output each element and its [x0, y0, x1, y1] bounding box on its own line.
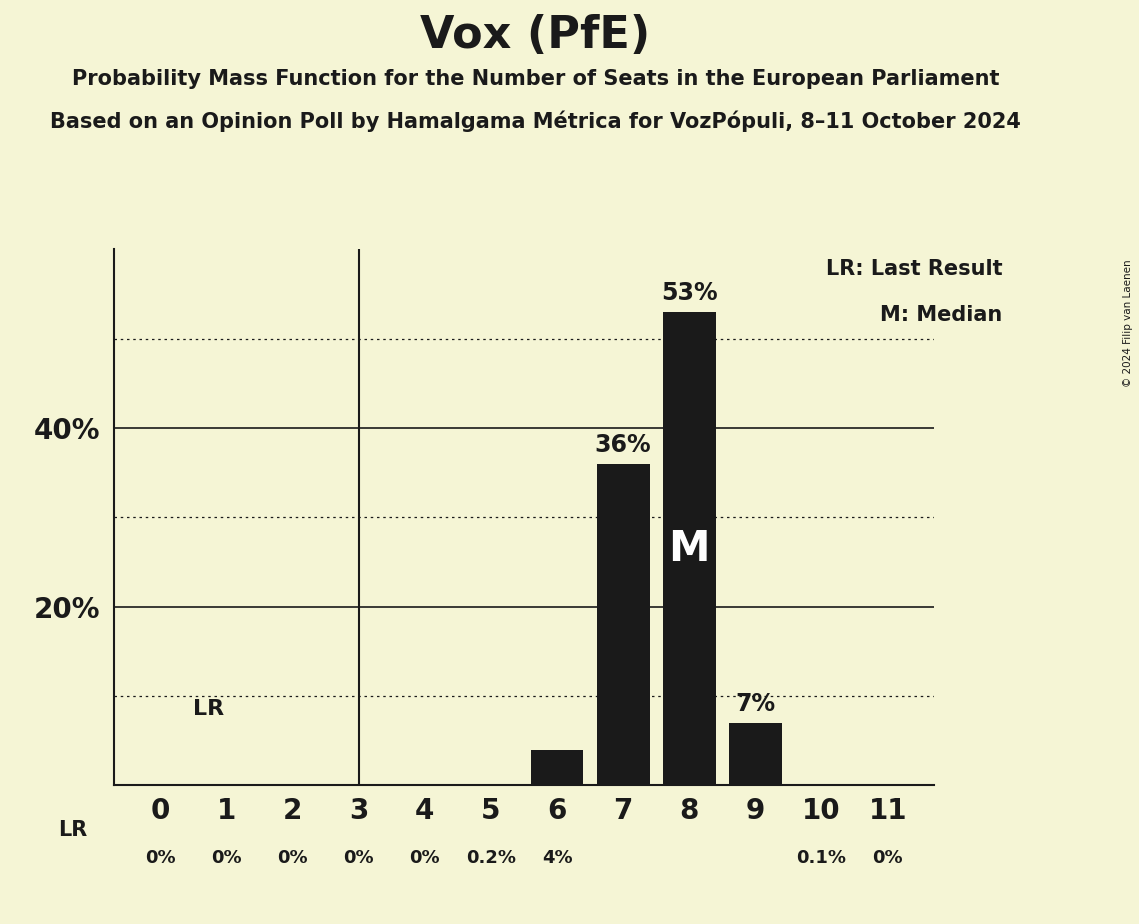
- Bar: [729, 723, 781, 785]
- Text: 0%: 0%: [872, 848, 903, 867]
- Text: 0%: 0%: [343, 848, 374, 867]
- Text: 0%: 0%: [145, 848, 175, 867]
- Bar: [531, 749, 583, 785]
- Text: Probability Mass Function for the Number of Seats in the European Parliament: Probability Mass Function for the Number…: [72, 69, 999, 90]
- Text: 0%: 0%: [211, 848, 241, 867]
- Bar: [597, 464, 649, 785]
- Text: LR: LR: [58, 820, 88, 840]
- Text: M: Median: M: Median: [880, 305, 1002, 325]
- Text: 4%: 4%: [542, 848, 572, 867]
- Text: 36%: 36%: [595, 432, 652, 456]
- Text: 7%: 7%: [736, 692, 776, 716]
- Text: Based on an Opinion Poll by Hamalgama Métrica for VozPópuli, 8–11 October 2024: Based on an Opinion Poll by Hamalgama Mé…: [50, 111, 1021, 132]
- Text: M: M: [669, 528, 710, 570]
- Text: 53%: 53%: [661, 281, 718, 305]
- Text: LR: Last Result: LR: Last Result: [826, 259, 1002, 279]
- Text: Vox (PfE): Vox (PfE): [420, 14, 650, 57]
- Text: 0%: 0%: [277, 848, 308, 867]
- Text: 0%: 0%: [409, 848, 440, 867]
- Bar: [663, 312, 715, 785]
- Text: 0.2%: 0.2%: [466, 848, 516, 867]
- Bar: [465, 784, 517, 785]
- Text: 0.1%: 0.1%: [796, 848, 846, 867]
- Text: LR: LR: [194, 699, 224, 720]
- Text: © 2024 Filip van Laenen: © 2024 Filip van Laenen: [1123, 260, 1133, 387]
